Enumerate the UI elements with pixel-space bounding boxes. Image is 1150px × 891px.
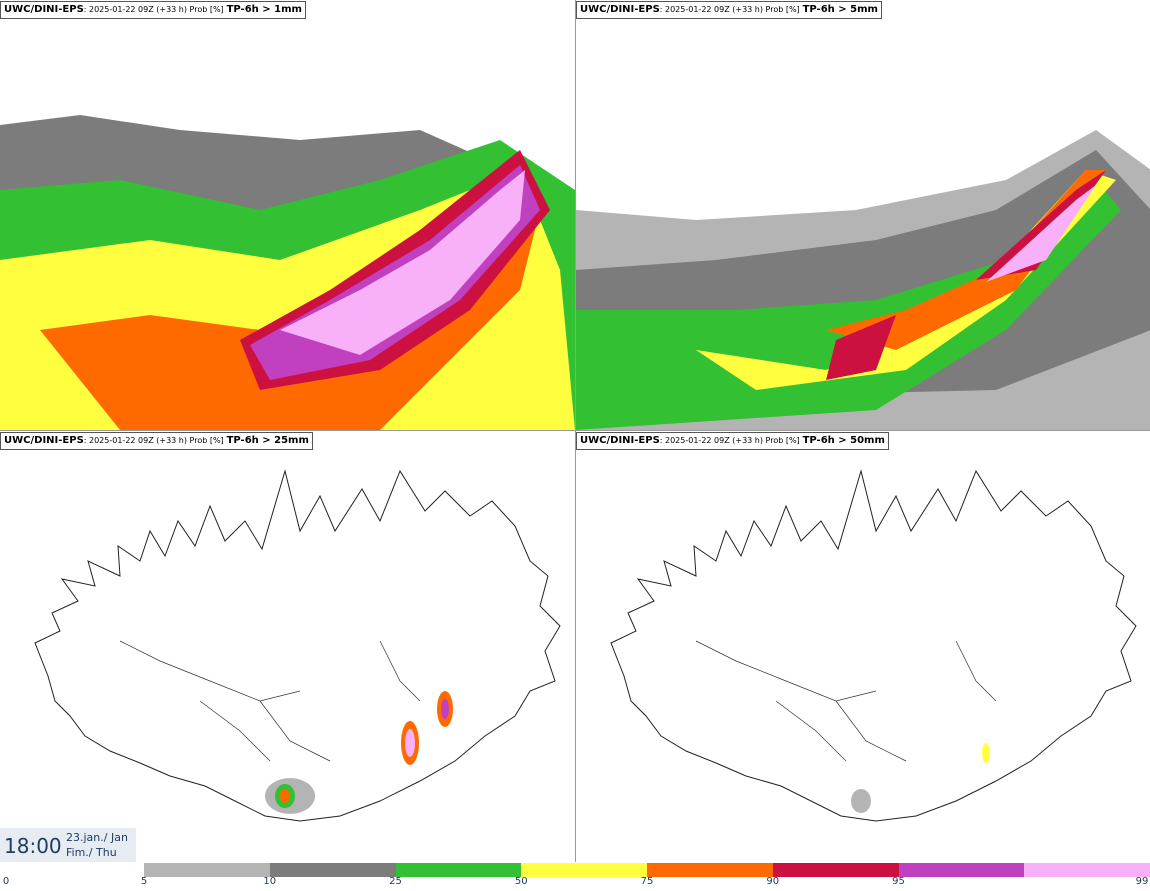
model-name: UWC/DINI-EPS <box>580 435 660 446</box>
legend-tick-label: 99 <box>1135 876 1149 887</box>
legend-tick-label: 0 <box>2 876 10 887</box>
legend-swatch-0 <box>144 863 270 877</box>
legend-swatch-6 <box>898 863 1025 877</box>
probability-map-5mm <box>576 0 1150 430</box>
valid-date-line1: 23.jan./ Jan <box>66 831 128 844</box>
threshold-label: TP-6h > 5mm <box>802 4 878 15</box>
legend-swatch-7 <box>1024 863 1150 877</box>
legend-tick-label: 90 <box>766 876 780 887</box>
map-panel-1mm: UWC/DINI-EPS: 2025-01-22 09Z (+33 h) Pro… <box>0 0 575 430</box>
valid-time-box: 18:00 23.jan./ Jan Fim./ Thu <box>0 828 136 862</box>
panel-title-50mm: UWC/DINI-EPS: 2025-01-22 09Z (+33 h) Pro… <box>576 432 889 450</box>
legend-tick-label: 95 <box>892 876 905 887</box>
map-panel-5mm: UWC/DINI-EPS: 2025-01-22 09Z (+33 h) Pro… <box>576 0 1150 430</box>
probability-color-legend <box>144 863 1150 877</box>
valid-time: 18:00 <box>4 834 62 858</box>
legend-swatch-4 <box>647 863 773 877</box>
forecast-meta: : 2025-01-22 09Z (+33 h) Prob [%] <box>659 5 800 14</box>
panel-title-25mm: UWC/DINI-EPS: 2025-01-22 09Z (+33 h) Pro… <box>0 432 313 450</box>
threshold-label: TP-6h > 25mm <box>226 435 309 446</box>
threshold-label: TP-6h > 1mm <box>226 4 302 15</box>
map-panel-50mm: UWC/DINI-EPS: 2025-01-22 09Z (+33 h) Pro… <box>576 431 1150 861</box>
legend-swatch-2 <box>395 863 522 877</box>
forecast-meta: : 2025-01-22 09Z (+33 h) Prob [%] <box>83 5 224 14</box>
model-name: UWC/DINI-EPS <box>4 435 84 446</box>
legend-tick-label: 50 <box>514 876 528 887</box>
legend-swatch-1 <box>269 863 396 877</box>
probability-map-25mm <box>0 431 575 861</box>
threshold-label: TP-6h > 50mm <box>802 435 885 446</box>
legend-tick-label: 10 <box>263 876 277 887</box>
map-panel-25mm: UWC/DINI-EPS: 2025-01-22 09Z (+33 h) Pro… <box>0 431 575 861</box>
legend-tick-label: 25 <box>389 876 402 887</box>
model-name: UWC/DINI-EPS <box>4 4 84 15</box>
panel-divider-horizontal <box>0 430 1150 431</box>
legend-swatch-3 <box>521 863 647 877</box>
forecast-meta: : 2025-01-22 09Z (+33 h) Prob [%] <box>83 436 224 445</box>
legend-tick-label: 5 <box>140 876 148 887</box>
forecast-meta: : 2025-01-22 09Z (+33 h) Prob [%] <box>659 436 800 445</box>
probability-map-1mm <box>0 0 575 430</box>
legend-swatch-5 <box>772 863 899 877</box>
probability-map-50mm <box>576 431 1150 861</box>
legend-tick-label: 75 <box>640 876 654 887</box>
panel-divider-vertical <box>575 0 576 862</box>
panel-title-5mm: UWC/DINI-EPS: 2025-01-22 09Z (+33 h) Pro… <box>576 1 882 19</box>
valid-date-line2: Fim./ Thu <box>66 846 117 859</box>
panel-title-1mm: UWC/DINI-EPS: 2025-01-22 09Z (+33 h) Pro… <box>0 1 306 19</box>
model-name: UWC/DINI-EPS <box>580 4 660 15</box>
